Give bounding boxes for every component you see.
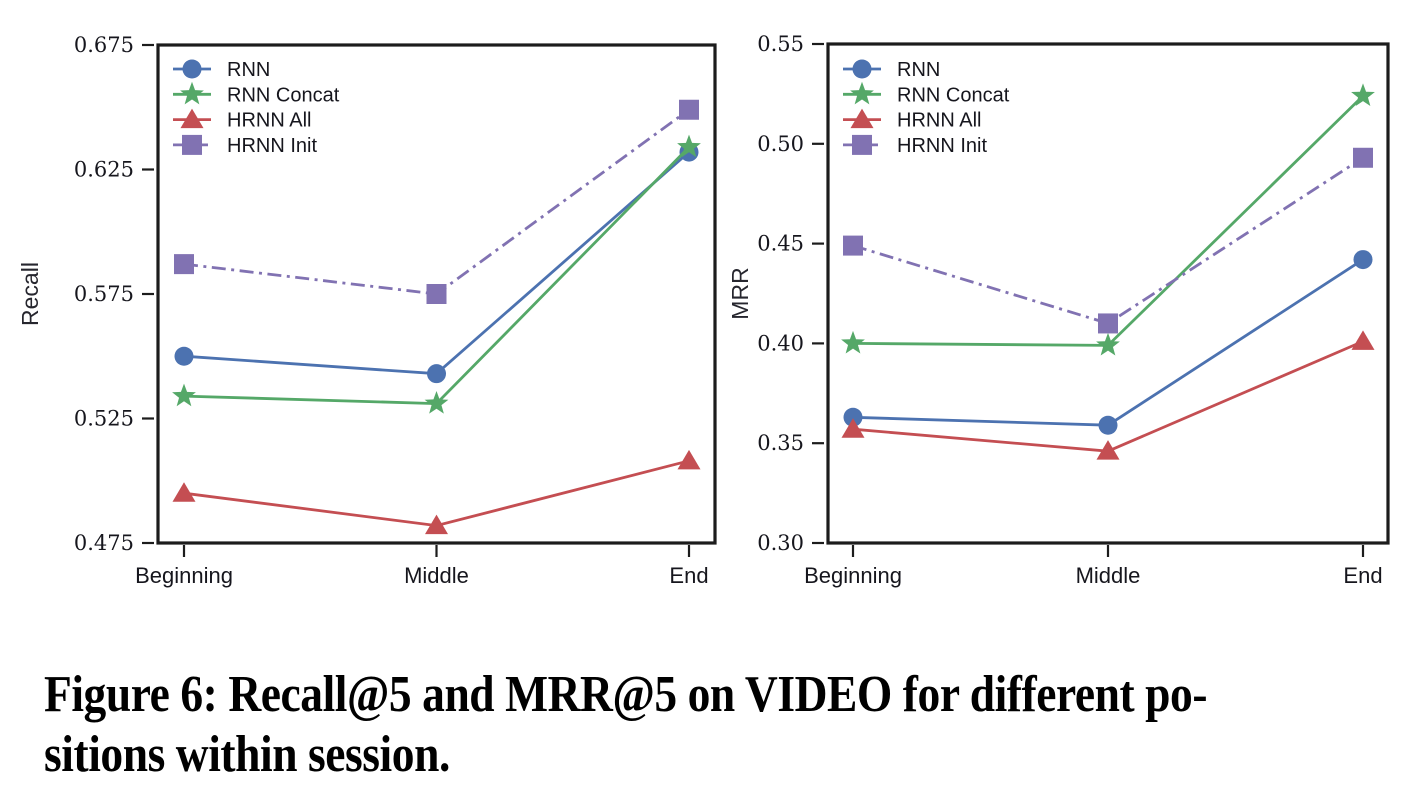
data-point <box>677 449 701 470</box>
y-tick-label: 0.55 <box>757 32 804 56</box>
legend-marker <box>180 108 204 129</box>
data-point <box>1351 330 1375 350</box>
x-tick-label: Beginning <box>135 563 233 588</box>
series-rnn-concat <box>172 134 701 414</box>
x-tick-label: End <box>1343 563 1382 588</box>
series-rnn-concat <box>841 83 1375 356</box>
legend-item: HRNN Init <box>173 134 317 157</box>
data-point <box>174 254 194 275</box>
legend-marker <box>182 59 202 79</box>
x-tick-label: Beginning <box>804 563 902 588</box>
charts-canvas: 0.475 0.525 0.575 0.625 0.675 Beginning Middle… <box>17 32 1390 588</box>
figure-caption: Figure 6: Recall@5 and MRR@5 on VIDEO fo… <box>44 665 1208 785</box>
legend-item: HRNN Init <box>843 134 987 157</box>
data-point <box>841 418 865 438</box>
y-tick-label: 0.675 <box>74 33 134 57</box>
caption-line-2: sitions within session. <box>44 726 450 783</box>
data-point <box>1353 250 1373 270</box>
data-point <box>172 383 196 407</box>
recall-chart: 0.475 0.525 0.575 0.625 0.675 Beginning Middle… <box>17 33 717 588</box>
legend-item: RNN Concat <box>173 81 340 106</box>
data-point <box>1096 440 1120 460</box>
data-point <box>174 346 194 366</box>
legend-label: HRNN Init <box>897 135 987 157</box>
y-axis-label: Recall <box>17 262 43 326</box>
data-point <box>679 99 699 120</box>
y-tick-label: 0.45 <box>757 232 804 256</box>
legend-item: RNN <box>843 59 940 81</box>
series-hrnn-init <box>843 147 1373 334</box>
legend-marker <box>852 59 872 79</box>
y-tick-label: 0.50 <box>757 132 804 156</box>
legend: RNN RNN Concat HRNN All HRNN Init <box>843 59 1010 157</box>
legend-label: HRNN All <box>897 110 981 132</box>
data-point <box>843 407 863 427</box>
legend-label: RNN <box>897 59 940 81</box>
series-rnn <box>174 142 699 384</box>
data-point <box>843 235 863 256</box>
y-tick-label: 0.40 <box>757 331 804 355</box>
legend-item: RNN Concat <box>843 81 1010 106</box>
data-point <box>1353 147 1373 168</box>
y-tick-label: 0.475 <box>74 531 134 555</box>
x-tick-label: Middle <box>404 563 469 588</box>
data-point <box>1098 415 1118 435</box>
legend-item: RNN <box>173 59 270 81</box>
legend-label: HRNN All <box>227 110 311 132</box>
series-hrnn-all <box>841 330 1375 460</box>
data-point <box>425 514 448 535</box>
data-point <box>1098 313 1118 334</box>
plot-border <box>156 43 717 545</box>
y-tick-label: 0.30 <box>757 531 804 555</box>
caption-line-1: Figure 6: Recall@5 and MRR@5 on VIDEO fo… <box>44 666 1208 723</box>
plot-border <box>826 42 1390 545</box>
legend-item: HRNN All <box>843 108 981 132</box>
x-tick-label: Middle <box>1076 563 1141 588</box>
series-rnn <box>843 250 1373 435</box>
legend-marker <box>180 81 204 105</box>
data-point <box>426 284 447 304</box>
legend-marker <box>182 134 202 155</box>
legend: RNN RNN Concat HRNN All HRNN Init <box>173 59 340 157</box>
series-line <box>183 151 690 376</box>
legend-label: RNN Concat <box>897 84 1010 106</box>
legend-marker <box>850 108 874 129</box>
data-point <box>172 482 196 502</box>
data-point <box>427 364 446 384</box>
legend-label: RNN <box>227 59 270 81</box>
legend-label: HRNN Init <box>227 135 317 157</box>
series-line <box>852 156 1364 325</box>
legend-item: HRNN All <box>173 108 311 132</box>
data-point <box>1096 332 1120 356</box>
mrr-chart: 0.30 0.35 0.40 0.45 0.50 0.55 Beginning Middle E… <box>727 32 1390 588</box>
y-tick-label: 0.575 <box>74 282 134 306</box>
legend-marker <box>850 81 874 105</box>
x-tick-label: End <box>669 563 708 588</box>
data-point <box>1351 83 1375 107</box>
data-point <box>841 330 865 354</box>
y-tick-label: 0.35 <box>757 431 804 455</box>
legend-label: RNN Concat <box>227 84 340 106</box>
legend-marker <box>852 134 872 155</box>
series-hrnn-all <box>172 449 701 535</box>
y-tick-label: 0.625 <box>74 158 134 182</box>
data-point <box>677 134 701 158</box>
y-axis-label: MRR <box>727 267 753 319</box>
data-point <box>424 391 449 414</box>
y-tick-label: 0.525 <box>74 407 134 431</box>
series-hrnn-init <box>174 99 699 304</box>
